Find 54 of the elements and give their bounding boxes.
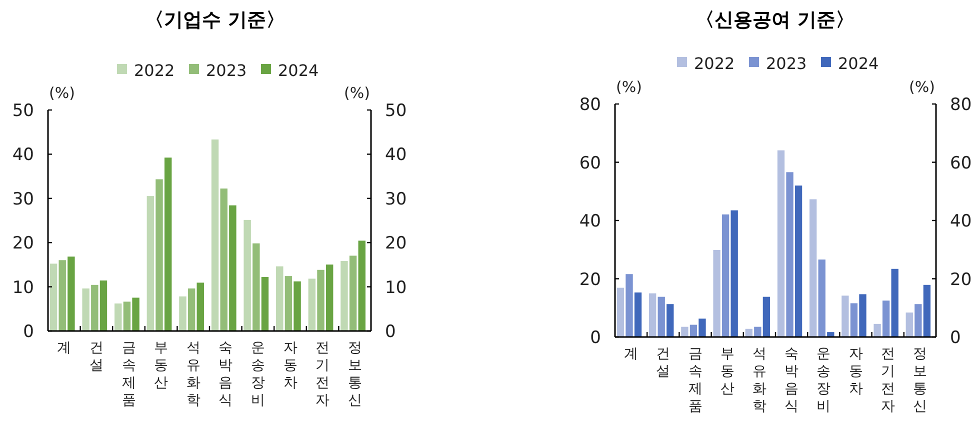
y-tick-label: 50 xyxy=(12,101,34,121)
x-tick-label: 건설 xyxy=(89,340,104,374)
x-tick-label: 금속제품 xyxy=(688,346,702,414)
x-tick-label: 계 xyxy=(57,340,72,356)
legend-label: 2024 xyxy=(278,61,319,80)
x-tick-label: 숙박음식 xyxy=(218,340,233,408)
y-tick-label: 80 xyxy=(579,95,601,115)
chart-title: 〈신용공여 기준〉 xyxy=(696,9,854,31)
legend-label: 2022 xyxy=(694,54,735,73)
x-tick-label: 운송장비 xyxy=(250,340,265,408)
y2-axis-title: (%) xyxy=(909,78,935,96)
y2-tick-label: 40 xyxy=(950,212,972,232)
chart-title: 〈기업수 기준〉 xyxy=(145,9,285,31)
x-tick-label: 숙박음식 xyxy=(784,346,799,414)
y-axis-title: (%) xyxy=(49,84,75,102)
y2-tick-label: 20 xyxy=(950,270,972,290)
legend-label: 2023 xyxy=(766,54,807,73)
y-tick-label: 10 xyxy=(12,278,34,298)
x-tick-label: 정보통신 xyxy=(348,340,362,408)
y-tick-label: 60 xyxy=(579,153,601,174)
y2-tick-label: 20 xyxy=(385,234,407,254)
y-tick-label: 0 xyxy=(590,328,601,348)
x-tick-label: 자동차 xyxy=(848,346,863,397)
y2-tick-label: 30 xyxy=(385,189,407,210)
y-tick-label: 20 xyxy=(579,270,601,290)
y-tick-label: 40 xyxy=(12,145,34,166)
x-tick-label: 부동산 xyxy=(720,346,734,397)
x-tick-label: 계 xyxy=(624,346,638,362)
legend-label: 2023 xyxy=(206,61,247,80)
y-tick-label: 30 xyxy=(12,189,34,210)
x-tick-label: 건설 xyxy=(656,346,670,380)
x-tick-label: 금속제품 xyxy=(122,340,136,408)
y2-tick-label: 0 xyxy=(385,322,396,342)
x-tick-label: 석유화학 xyxy=(752,346,766,414)
legend-label: 2024 xyxy=(838,54,879,73)
x-tick-label: 부동산 xyxy=(154,340,168,391)
y-axis-title: (%) xyxy=(616,78,642,96)
x-tick-label: 자동차 xyxy=(283,340,298,391)
x-tick-label: 운송장비 xyxy=(816,346,831,414)
x-tick-label: 석유화학 xyxy=(186,340,200,408)
x-tick-label: 정보통신 xyxy=(912,346,927,414)
x-tick-label: 전기전자 xyxy=(316,340,330,408)
y2-tick-label: 60 xyxy=(950,153,972,174)
y-tick-label: 40 xyxy=(579,212,601,232)
y2-tick-label: 10 xyxy=(385,278,407,298)
y2-tick-label: 80 xyxy=(950,95,972,115)
y-tick-label: 20 xyxy=(12,234,34,254)
y2-axis-title: (%) xyxy=(344,84,370,102)
y2-tick-label: 40 xyxy=(385,145,407,166)
x-tick-label: 전기전자 xyxy=(880,346,895,414)
y2-tick-label: 0 xyxy=(950,328,961,348)
legend-label: 2022 xyxy=(134,61,175,80)
y-tick-label: 0 xyxy=(23,322,34,342)
y2-tick-label: 50 xyxy=(385,101,407,121)
